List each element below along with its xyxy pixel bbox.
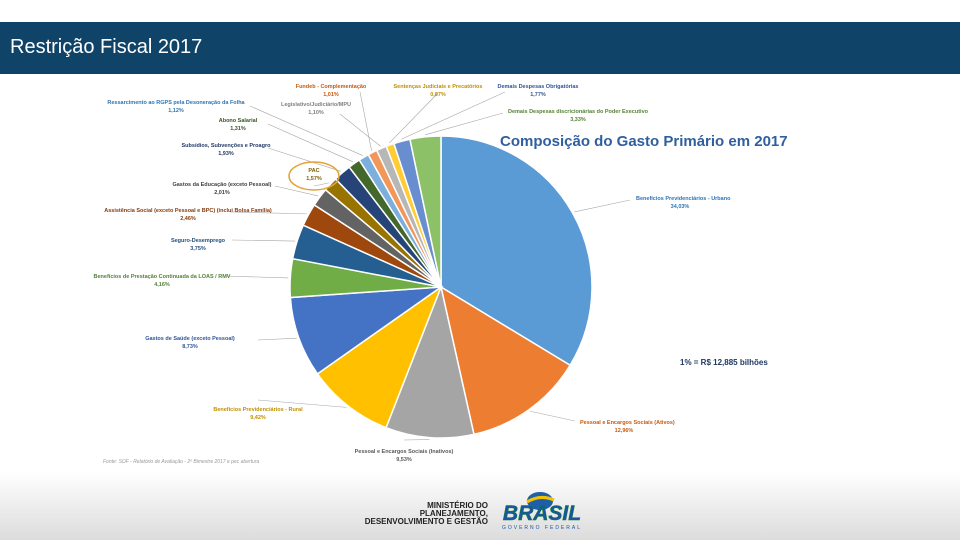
leader-line xyxy=(274,185,319,197)
leader-line xyxy=(339,113,381,147)
brand-subtitle: GOVERNO FEDERAL xyxy=(502,525,582,531)
slice-value-label: 12,96% xyxy=(615,428,634,434)
leader-line xyxy=(257,399,347,408)
slice-label: Assistência Social (exceto Pessoal e BPC… xyxy=(104,208,272,214)
pie-slices xyxy=(289,135,593,439)
slice-value-label: 1,31% xyxy=(230,126,246,132)
pac-highlight-ring xyxy=(288,161,340,191)
ministry-line: MINISTÉRIO DO xyxy=(427,501,488,510)
ministry-line: PLANEJAMENTO, xyxy=(419,509,488,518)
leader-line xyxy=(249,105,363,156)
globe-band xyxy=(526,495,555,504)
slice-label: Demais Despesas discricionárias do Poder… xyxy=(508,109,649,115)
slice-value-label: 0,87% xyxy=(430,92,446,98)
header-bar: Restrição Fiscal 2017 xyxy=(0,22,960,74)
slice-value-label: 2,01% xyxy=(214,190,230,196)
slice-labels: Benefícios Previdenciários - Urbano 34,03… xyxy=(94,84,732,463)
brand-wordmark: BRASIL xyxy=(503,502,581,525)
slice-label: Subsídios, Subvenções e Proagro xyxy=(182,143,272,149)
slice-label: Ressarcimento ao RGPS pela Desoneração d… xyxy=(107,100,245,106)
ministry-line: DESENVOLVIMENTO E GESTÃO xyxy=(364,517,488,526)
pie-slice xyxy=(409,135,442,288)
footer: MINISTÉRIO DO PLANEJAMENTO, DESENVOLVIME… xyxy=(0,472,960,540)
slice-value-label: 8,73% xyxy=(182,344,198,350)
pie-slice xyxy=(440,135,593,367)
pie-slice xyxy=(316,284,443,429)
leader-lines xyxy=(224,91,631,441)
slice-value-label: 34,03% xyxy=(671,204,690,210)
slice-label: Pessoal e Encargos Sociais (Inativos) xyxy=(355,449,454,455)
slice-label: Pessoal e Encargos Sociais (Ativos) xyxy=(580,420,675,426)
slice-value-label: 4,16% xyxy=(154,282,170,288)
leader-line xyxy=(257,337,297,341)
leader-line xyxy=(313,182,329,187)
leader-line xyxy=(401,91,506,140)
leader-line xyxy=(224,275,289,279)
brasil-logo: BRASIL GOVERNO FEDERAL xyxy=(502,492,582,531)
slice-label: Benefícios de Prestação Continuada da LO… xyxy=(94,274,231,280)
slice-label: Fundeb - Complementação xyxy=(296,84,367,90)
slice-label: Benefícios Previdenciários - Urbano xyxy=(636,196,731,202)
leader-line xyxy=(359,91,372,151)
slice-label: Legislativo/Judiciário/MPU xyxy=(281,102,351,108)
slice-value-label: 9,53% xyxy=(396,457,412,463)
leader-line xyxy=(267,123,354,163)
chart-title: Composição do Gasto Primário em 2017 xyxy=(500,133,788,150)
leader-line xyxy=(530,410,576,422)
chart-annotation: 1% = R$ 12,885 bilhões xyxy=(680,358,768,367)
slice-value-label: 1,10% xyxy=(308,110,324,116)
pie-chart: Benefícios Previdenciários - Urbano 34,03… xyxy=(94,84,788,465)
slice-value-label: 1,12% xyxy=(168,108,184,114)
slice-label: Sentenças Judiciais e Precatórios xyxy=(394,84,483,90)
leader-line xyxy=(574,199,631,213)
ministry-logo-text: MINISTÉRIO DO PLANEJAMENTO, DESENVOLVIME… xyxy=(360,502,488,526)
leader-line xyxy=(425,112,504,136)
slice-label: Demais Despesas Obrigatórias xyxy=(497,84,578,90)
leader-line xyxy=(231,239,296,242)
slice-value-label: 2,46% xyxy=(180,216,196,222)
slice-label: Gastos de Saúde (exceto Pessoal) xyxy=(145,336,235,342)
slice-label: PAC xyxy=(308,168,319,174)
slice-label: Benefícios Previdenciários - Rural xyxy=(213,407,303,413)
page-title: Restrição Fiscal 2017 xyxy=(10,36,203,58)
slice-label: Seguro-Desemprego xyxy=(171,238,226,244)
slice-value-label: 3,33% xyxy=(570,117,586,123)
slice-value-label: 1,57% xyxy=(306,176,322,182)
pie-slice xyxy=(289,286,444,375)
slice-value-label: 1,93% xyxy=(218,151,234,157)
slice-value-label: 3,75% xyxy=(190,246,206,252)
leader-line xyxy=(389,92,439,144)
slice-value-label: 9,42% xyxy=(250,415,266,421)
slice-label: Abono Salarial xyxy=(219,118,258,124)
source-note: Fonte: SOF - Relatório de Avaliação - 2º… xyxy=(103,459,259,465)
pie-slice xyxy=(385,284,475,439)
slice-value-label: 1,77% xyxy=(530,92,546,98)
pie-slice xyxy=(439,285,572,436)
slice-value-label: 1,01% xyxy=(323,92,339,98)
slice-label: Gastos da Educação (exceto Pessoal) xyxy=(172,182,271,188)
leader-line xyxy=(229,211,307,215)
leader-line xyxy=(267,147,341,172)
